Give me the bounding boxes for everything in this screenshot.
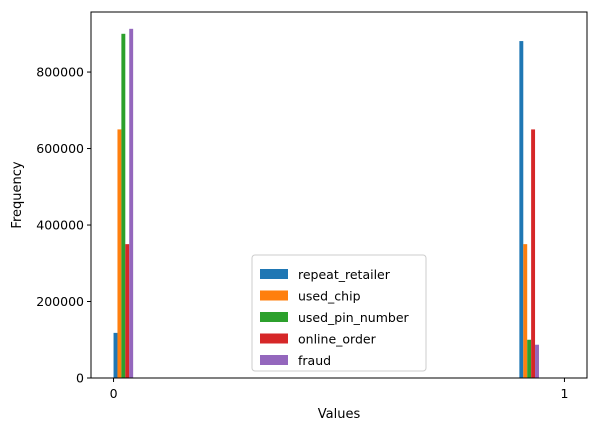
bar-used_chip-0 bbox=[117, 129, 122, 378]
legend-swatch-fraud bbox=[260, 355, 288, 365]
y-tick-label: 400000 bbox=[36, 218, 84, 233]
bar-used_pin_number-0 bbox=[121, 33, 126, 378]
bar-fraud-1 bbox=[535, 344, 539, 378]
bars-layer bbox=[113, 28, 539, 379]
legend-swatch-repeat_retailer bbox=[260, 269, 288, 279]
bar-online_order-1 bbox=[531, 129, 536, 378]
legend-label-online_order: online_order bbox=[298, 332, 377, 347]
y-axis: 0 200000 400000 600000 800000 bbox=[36, 65, 91, 386]
legend-frame bbox=[251, 254, 427, 372]
x-axis-label: Values bbox=[318, 407, 361, 422]
bar-repeat_retailer-0 bbox=[113, 332, 118, 378]
bar-used_chip-1 bbox=[523, 244, 528, 378]
y-tick-label: 0 bbox=[76, 371, 84, 386]
y-tick-label: 600000 bbox=[36, 141, 84, 156]
legend-label-fraud: fraud bbox=[298, 353, 331, 368]
y-tick-label: 200000 bbox=[36, 294, 84, 309]
y-axis-label: Frequency bbox=[10, 161, 25, 228]
bar-fraud-0 bbox=[129, 28, 134, 379]
legend-swatch-used_chip bbox=[260, 290, 288, 301]
bar-used_pin_number-1 bbox=[527, 339, 532, 378]
legend-label-repeat_retailer: repeat_retailer bbox=[298, 267, 391, 282]
bar-repeat_retailer-1 bbox=[519, 41, 524, 379]
legend-swatch-used_pin_number bbox=[260, 312, 288, 322]
legend-label-used_pin_number: used_pin_number bbox=[298, 310, 410, 325]
legend-label-used_chip: used_chip bbox=[298, 289, 361, 304]
legend-swatch-online_order bbox=[260, 333, 288, 344]
y-tick-label: 800000 bbox=[36, 65, 84, 80]
bar-online_order-0 bbox=[125, 244, 130, 378]
plot-frame bbox=[90, 11, 588, 379]
legend: repeat_retailer used_chip used_pin_numbero… bbox=[251, 254, 427, 372]
x-tick-label: 0 bbox=[110, 386, 118, 401]
x-tick-label: 1 bbox=[560, 386, 568, 401]
